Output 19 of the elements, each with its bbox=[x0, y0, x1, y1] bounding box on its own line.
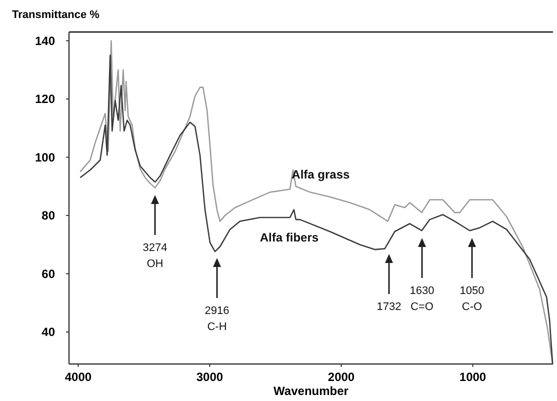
annotation: 2916 C-H bbox=[204, 305, 230, 333]
y-tick-label: 80 bbox=[42, 208, 56, 223]
x-axis-title: Wavenumber bbox=[274, 384, 349, 398]
x-tick-label: 3000 bbox=[196, 370, 224, 384]
y-axis-title: Transmittance % bbox=[12, 9, 100, 21]
annotation: 1630 C=O bbox=[410, 285, 434, 313]
series-label: Alfa grass bbox=[292, 168, 350, 182]
series-label: Alfa fibers bbox=[260, 230, 319, 245]
y-tick-label: 60 bbox=[42, 266, 56, 281]
x-tick-label: 2000 bbox=[328, 370, 355, 384]
annotation: 1050 C-O bbox=[460, 285, 484, 313]
y-tick-label: 140 bbox=[34, 34, 56, 48]
x-tick-label: 1000 bbox=[459, 370, 486, 384]
annotation: 3274 OH bbox=[142, 242, 168, 270]
y-tick-label: 100 bbox=[34, 150, 56, 164]
y-tick-label: 120 bbox=[34, 92, 56, 106]
y-tick-label: 40 bbox=[42, 325, 56, 340]
x-tick-label: 4000 bbox=[64, 370, 92, 384]
annotation: 1732 bbox=[376, 301, 402, 313]
